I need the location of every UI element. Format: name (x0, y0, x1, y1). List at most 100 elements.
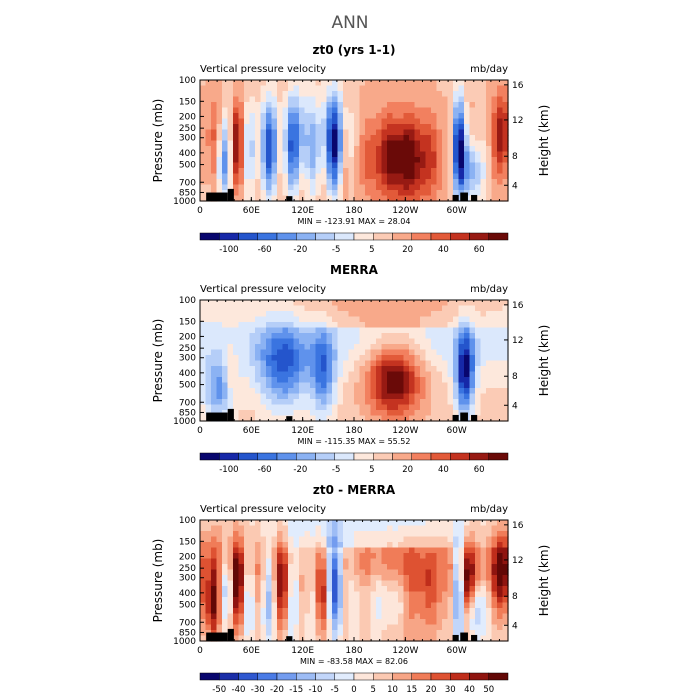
heatmap-cell (310, 344, 317, 351)
heatmap-cell (337, 190, 344, 197)
heatmap-cell (447, 558, 454, 565)
heatmap-cell (447, 184, 454, 191)
heatmap-cell (260, 569, 267, 576)
heatmap-cell (321, 80, 328, 87)
heatmap-cell (266, 96, 273, 103)
heatmap-cell (370, 85, 377, 92)
heatmap-cell (271, 366, 278, 373)
heatmap-cell (475, 113, 482, 120)
heatmap-cell (277, 349, 284, 356)
heatmap-cell (359, 580, 366, 587)
heatmap-cell (321, 162, 328, 169)
heatmap-cell (249, 399, 256, 406)
heatmap-cell (293, 575, 300, 582)
heatmap-cell (321, 608, 328, 615)
heatmap-cell (260, 591, 267, 598)
heatmap-cell (271, 96, 278, 103)
heatmap-cell (414, 338, 421, 345)
heatmap-cell (200, 608, 207, 615)
heatmap-cell (216, 404, 223, 411)
heatmap-cell (475, 531, 482, 538)
heatmap-cell (425, 382, 432, 389)
heatmap-cell (414, 195, 421, 202)
heatmap-cell (304, 586, 311, 593)
heatmap-cell (475, 333, 482, 340)
heatmap-cell (398, 305, 405, 312)
heatmap-cell (354, 322, 361, 329)
heatmap-cell (387, 580, 394, 587)
heatmap-cell (392, 366, 399, 373)
heatmap-cell (403, 338, 410, 345)
heatmap-cell (436, 80, 443, 87)
heatmap-cell (436, 355, 443, 362)
heatmap-cell (282, 113, 289, 120)
heatmap-cell (403, 531, 410, 538)
heatmap-cell (288, 608, 295, 615)
y-tick-label: 300 (179, 134, 196, 144)
heatmap-cell (420, 91, 427, 98)
heatmap-cell (502, 399, 509, 406)
heatmap-cell (304, 355, 311, 362)
heatmap-cell (359, 80, 366, 87)
heatmap-cell (282, 635, 289, 642)
heatmap-cell (260, 371, 267, 378)
heatmap-cell (398, 80, 405, 87)
heatmap-cell (370, 173, 377, 180)
heatmap-cell (299, 305, 306, 312)
heatmap-cell (216, 80, 223, 87)
heatmap-cell (392, 569, 399, 576)
heatmap-cell (475, 338, 482, 345)
heatmap-cell (425, 597, 432, 604)
heatmap-cell (255, 80, 262, 87)
heatmap-cell (486, 542, 493, 549)
heatmap-cell (255, 107, 262, 114)
heatmap-cell (398, 157, 405, 164)
heatmap-cell (392, 619, 399, 626)
heatmap-cell (282, 140, 289, 147)
colorbar-swatch (296, 452, 316, 461)
heatmap-cell (502, 91, 509, 98)
heatmap-cell (442, 316, 449, 323)
heatmap-cell (480, 531, 487, 538)
heatmap-cell (497, 542, 504, 549)
heatmap-cell (299, 586, 306, 593)
heatmap-cell (381, 635, 388, 642)
colorbar-label: -20 (293, 245, 307, 255)
heatmap-cell (271, 547, 278, 554)
heatmap-cell (464, 580, 471, 587)
heatmap-cell (304, 520, 311, 527)
heatmap-cell (398, 311, 405, 318)
heatmap-cell (431, 157, 438, 164)
heatmap-cell (249, 360, 256, 367)
heatmap-cell (359, 613, 366, 620)
heatmap-cell (370, 564, 377, 571)
heatmap-cell (414, 393, 421, 400)
heatmap-cell (359, 553, 366, 560)
colorbar-swatch (430, 452, 451, 461)
heatmap-cell (409, 157, 416, 164)
heatmap-cell (436, 624, 443, 631)
heatmap-cell (200, 300, 207, 307)
heatmap-cell (392, 305, 399, 312)
heatmap-cell (227, 327, 234, 334)
heatmap-cell (326, 80, 333, 87)
heatmap-cell (425, 118, 432, 125)
heatmap-cell (271, 316, 278, 323)
heatmap-cell (387, 327, 394, 334)
heatmap-cell (255, 151, 262, 158)
heatmap-cell (436, 344, 443, 351)
heatmap-cell (486, 630, 493, 637)
heatmap-cell (414, 410, 421, 417)
heatmap-cell (266, 168, 273, 175)
heatmap-cell (299, 404, 306, 411)
heatmap-cell (299, 195, 306, 202)
heatmap-cell (425, 173, 432, 180)
heatmap-cell (211, 124, 218, 131)
heatmap-cell (260, 146, 267, 153)
heatmap-cell (469, 91, 476, 98)
heatmap-cell (491, 113, 498, 120)
heatmap-cell (337, 520, 344, 527)
heatmap-cell (304, 388, 311, 395)
heatmap-cell (288, 525, 295, 532)
heatmap-cell (282, 597, 289, 604)
